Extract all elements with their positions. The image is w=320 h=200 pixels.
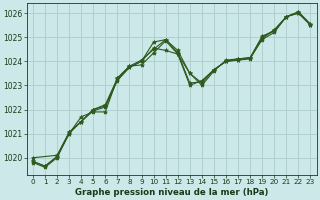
X-axis label: Graphe pression niveau de la mer (hPa): Graphe pression niveau de la mer (hPa) bbox=[75, 188, 268, 197]
